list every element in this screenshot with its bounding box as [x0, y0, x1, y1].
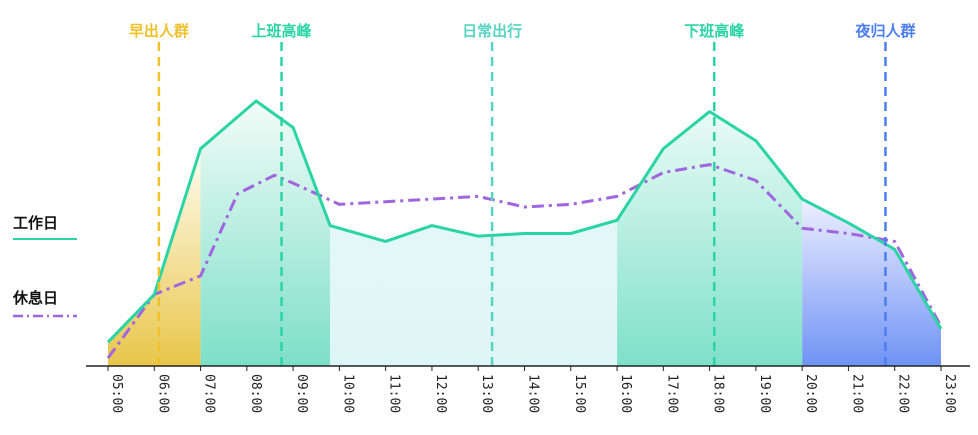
x-tick-label: 08:00: [248, 374, 263, 413]
area-band: [108, 148, 201, 366]
x-axis-ticks: 05:00 06:00 07:00 08:00 09:00 10:00 11:00 12:00…: [107, 366, 957, 413]
x-tick-label: 07:00: [202, 374, 217, 413]
x-tick-label: 13:00: [479, 374, 494, 413]
x-tick-label: 06:00: [155, 374, 170, 413]
x-tick-label: 18:00: [711, 374, 726, 413]
annotation-label: 夜归人群: [854, 22, 915, 40]
x-tick-label: 16:00: [618, 374, 633, 413]
area-band: [617, 111, 803, 366]
series-lines: [106, 99, 943, 359]
x-tick-label: 23:00: [942, 374, 957, 413]
legend: 工作日 休息日: [12, 214, 77, 318]
x-tick-label: 22:00: [896, 374, 911, 413]
annotation-label: 上班高峰: [252, 22, 313, 40]
series-line-weekend: [106, 163, 943, 359]
annotation-label: 日常出行: [462, 22, 522, 40]
x-tick-label: 21:00: [849, 374, 864, 413]
x-tick-label: 11:00: [387, 374, 402, 413]
x-tick-label: 09:00: [294, 374, 309, 413]
annotation-label: 下班高峰: [684, 22, 745, 40]
series-line-workday: [106, 99, 943, 344]
x-tick-label: 15:00: [572, 374, 587, 413]
x-tick-label: 10:00: [340, 374, 355, 413]
annotation-label: 早出人群: [129, 22, 189, 40]
x-tick-label: 20:00: [803, 374, 818, 413]
x-tick-label: 12:00: [433, 374, 448, 413]
legend-label-weekend: 休息日: [12, 289, 58, 307]
area-band: [330, 220, 618, 366]
area-band: [200, 101, 331, 366]
background-bands: [108, 101, 941, 366]
legend-label-workday: 工作日: [13, 214, 58, 232]
x-tick-label: 05:00: [109, 374, 124, 413]
period-annotations: 早出人群 上班高峰 日常出行 下班高峰 夜归人群: [129, 22, 915, 366]
x-tick-label: 19:00: [757, 374, 772, 413]
x-tick-label: 17:00: [664, 374, 679, 413]
x-tick-label: 14:00: [526, 374, 541, 413]
area-band: [802, 199, 941, 366]
